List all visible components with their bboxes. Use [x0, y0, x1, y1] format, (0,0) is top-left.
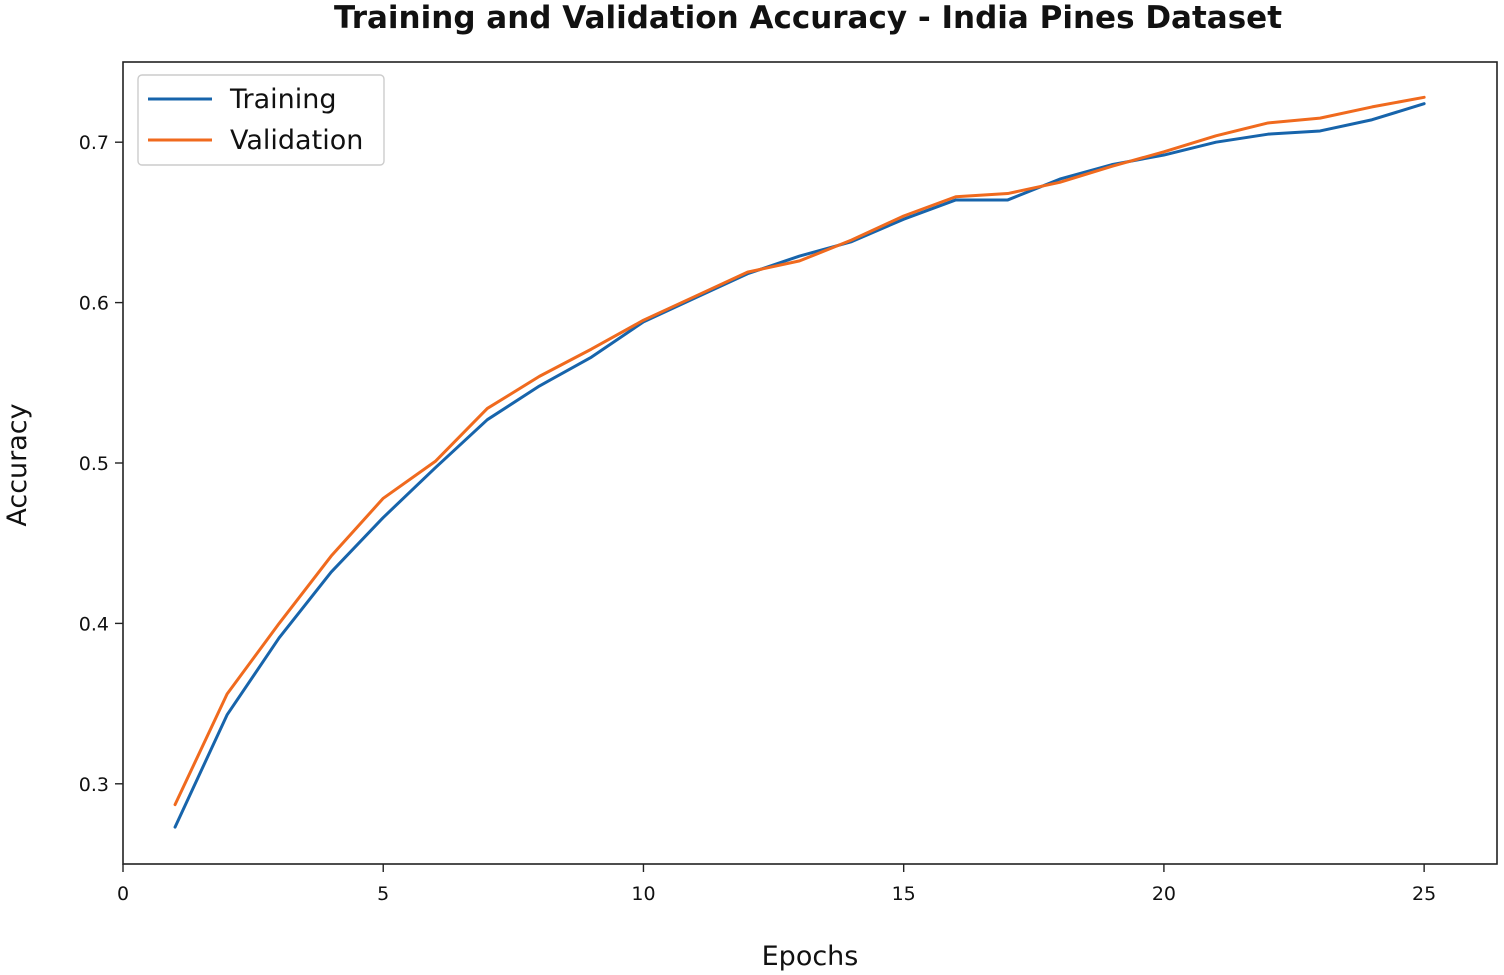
x-tick-label: 5	[377, 883, 389, 905]
y-tick-label: 0.4	[79, 613, 109, 635]
legend-label-training: Training	[229, 84, 337, 115]
x-tick-label: 15	[892, 883, 916, 905]
plot-area	[122, 61, 1498, 865]
y-tick-label: 0.5	[79, 453, 109, 475]
x-axis-ticks: 0 5 10 15 20 25	[117, 864, 1436, 905]
chart-title: Training and Validation Accuracy - India…	[334, 0, 1282, 36]
legend: Training Validation	[137, 74, 385, 166]
series-line-validation	[173, 95, 1426, 807]
x-tick-label: 10	[631, 883, 655, 905]
y-axis-ticks: 0.3 0.4 0.5 0.6 0.7	[79, 132, 123, 796]
legend-label-validation: Validation	[230, 125, 363, 156]
y-axis-label: Accuracy	[2, 403, 33, 526]
x-tick-label: 20	[1152, 883, 1176, 905]
x-tick-label: 0	[117, 883, 129, 905]
y-tick-label: 0.7	[79, 132, 109, 154]
series-line-training	[173, 102, 1426, 829]
x-axis-label: Epochs	[762, 941, 859, 972]
series-layer	[173, 95, 1426, 829]
y-tick-label: 0.3	[79, 774, 109, 796]
x-tick-label: 25	[1412, 883, 1436, 905]
y-tick-label: 0.6	[79, 293, 109, 315]
